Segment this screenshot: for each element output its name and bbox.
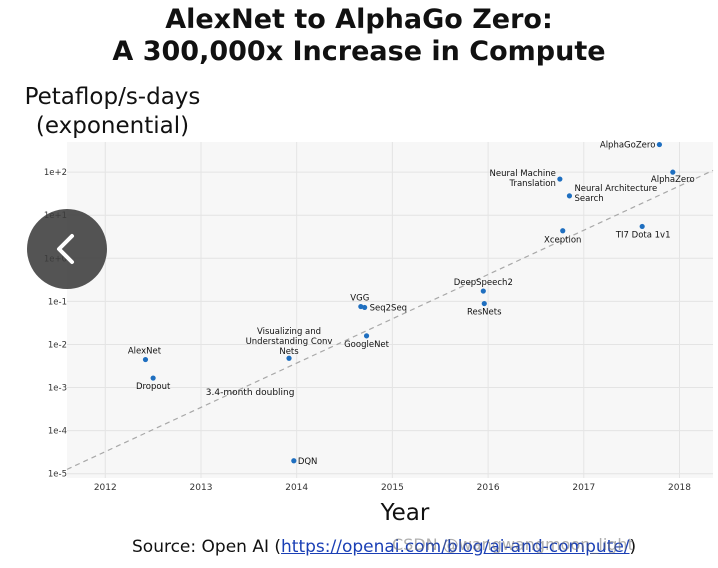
data-label-line: VGG bbox=[350, 294, 369, 304]
data-label-line: DQN bbox=[298, 457, 318, 467]
data-label-line: Search bbox=[574, 194, 603, 204]
y-tick-label: 1e-3 bbox=[48, 384, 67, 394]
data-label: VGG bbox=[350, 294, 369, 304]
x-tick-label: 2015 bbox=[381, 483, 404, 493]
data-label: Seq2Seq bbox=[370, 303, 407, 313]
y-tick-label: 1e-4 bbox=[48, 427, 67, 437]
source-suffix: ) bbox=[629, 537, 637, 557]
data-label: GoogleNet bbox=[344, 340, 390, 350]
y-tick-label: 1e-2 bbox=[48, 340, 67, 350]
data-point[interactable] bbox=[363, 333, 370, 339]
data-point[interactable] bbox=[557, 176, 563, 182]
data-point[interactable] bbox=[291, 458, 297, 464]
data-label-line: AlphaZero bbox=[651, 175, 695, 185]
plot-area bbox=[67, 142, 713, 478]
title-line-1: AlexNet to AlphaGo Zero: bbox=[165, 4, 553, 35]
data-label-line: Xception bbox=[544, 236, 581, 246]
data-label-line: Visualizing and bbox=[257, 327, 321, 337]
x-tick-label: 2013 bbox=[190, 483, 213, 493]
data-point[interactable] bbox=[150, 375, 156, 381]
data-label-line: Dropout bbox=[136, 382, 171, 392]
data-label: Visualizing and Understanding Conv Nets bbox=[246, 327, 333, 357]
data-label: Neural Machine Translation bbox=[490, 169, 556, 189]
data-point[interactable] bbox=[286, 355, 292, 361]
data-point[interactable] bbox=[566, 193, 573, 199]
source-prefix: Source: Open AI ( bbox=[132, 537, 282, 557]
data-label-line: Seq2Seq bbox=[370, 303, 407, 313]
x-tick-label: 2017 bbox=[572, 483, 595, 493]
x-axis-title: Year bbox=[380, 500, 430, 526]
chart-title: AlexNet to AlphaGo Zero: A 300,000x Incr… bbox=[0, 4, 718, 68]
watermark: CSDN @wangwangmoon_light bbox=[392, 535, 634, 554]
data-point[interactable] bbox=[639, 223, 645, 230]
data-point[interactable] bbox=[560, 228, 566, 234]
data-label-line: Neural Machine bbox=[490, 169, 556, 179]
trend-line bbox=[66, 169, 714, 470]
data-label-line: ResNets bbox=[467, 308, 502, 318]
data-label: Xception bbox=[544, 236, 581, 246]
data-label-line: DeepSpeech2 bbox=[454, 278, 513, 288]
x-tick-label: 2016 bbox=[477, 483, 500, 493]
data-label-line: Neural Architecture bbox=[574, 184, 657, 194]
trend-label: 3.4-month doubling bbox=[206, 388, 295, 398]
title-line-2: A 300,000x Increase in Compute bbox=[112, 36, 606, 67]
x-tick-label: 2012 bbox=[94, 483, 117, 493]
y-tick-label: 1e-5 bbox=[48, 470, 67, 480]
data-point[interactable] bbox=[142, 356, 149, 363]
data-label-line: GoogleNet bbox=[344, 340, 390, 350]
data-label: TI7 Dota 1v1 bbox=[615, 230, 671, 240]
data-label-line: Translation bbox=[509, 179, 556, 189]
y-tick-label: 1e-1 bbox=[48, 297, 67, 307]
data-point[interactable] bbox=[480, 288, 486, 294]
data-label-line: AlexNet bbox=[128, 347, 162, 357]
source-link[interactable]: https://openai.com/blog/ai-and-compute/ bbox=[281, 537, 630, 557]
data-point[interactable] bbox=[362, 304, 368, 311]
y-axis-title: Petaflop/s-days (exponential) bbox=[24, 84, 201, 139]
x-tick-label: 2018 bbox=[668, 483, 691, 493]
chevron-left-icon bbox=[57, 234, 74, 264]
data-label: ResNets bbox=[467, 308, 502, 318]
data-label: AlexNet bbox=[128, 347, 162, 357]
data-label: AlphaGoZero bbox=[600, 141, 656, 151]
data-label-line: Understanding Conv bbox=[246, 337, 333, 347]
data-label-line: AlphaGoZero bbox=[600, 141, 656, 151]
x-tick-label: 2014 bbox=[285, 483, 308, 493]
data-label: Dropout bbox=[136, 382, 171, 392]
data-label: DeepSpeech2 bbox=[454, 278, 513, 288]
previous-button[interactable] bbox=[27, 209, 107, 289]
data-label: AlphaZero bbox=[651, 175, 695, 185]
data-label: Neural Architecture Search bbox=[574, 184, 657, 204]
data-point[interactable] bbox=[670, 169, 676, 175]
source-caption: Source: Open AI (https://openai.com/blog… bbox=[132, 537, 636, 557]
data-point[interactable] bbox=[481, 300, 487, 307]
data-label-line: TI7 Dota 1v1 bbox=[615, 230, 671, 240]
data-point[interactable] bbox=[656, 141, 663, 148]
data-label-line: Nets bbox=[279, 347, 299, 357]
data-label: DQN bbox=[298, 457, 318, 467]
y-tick-label: 1e+2 bbox=[44, 168, 67, 178]
